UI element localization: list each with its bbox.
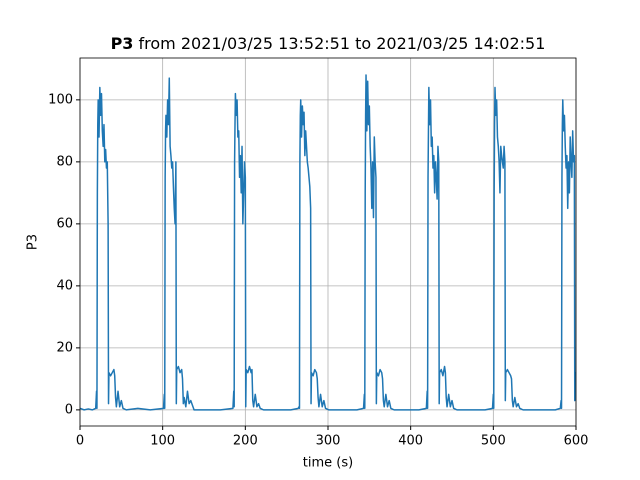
y-tick-label: 20 xyxy=(56,340,73,355)
title-rest: from 2021/03/25 13:52:51 to 2021/03/25 1… xyxy=(139,34,546,53)
x-tick-label: 600 xyxy=(564,434,589,449)
y-axis-label: P3 xyxy=(26,234,41,250)
x-axis-label: time (s) xyxy=(303,456,353,471)
title-bold: P3 xyxy=(111,34,134,53)
y-tick-label: 100 xyxy=(48,92,73,107)
x-tick-label: 500 xyxy=(481,434,506,449)
x-tick-label: 100 xyxy=(150,434,175,449)
x-tick-label: 400 xyxy=(398,434,423,449)
y-tick-label: 60 xyxy=(56,216,73,231)
y-tick-label: 80 xyxy=(56,154,73,169)
chart-title: P3 from 2021/03/25 13:52:51 to 2021/03/2… xyxy=(111,34,546,53)
data-line xyxy=(79,74,576,411)
x-tick-label: 300 xyxy=(316,434,341,449)
y-tick-label: 40 xyxy=(56,278,73,293)
y-tick-label: 0 xyxy=(65,402,73,417)
plot-frame xyxy=(79,57,577,427)
x-tick-label: 0 xyxy=(76,434,84,449)
x-tick-label: 200 xyxy=(233,434,258,449)
